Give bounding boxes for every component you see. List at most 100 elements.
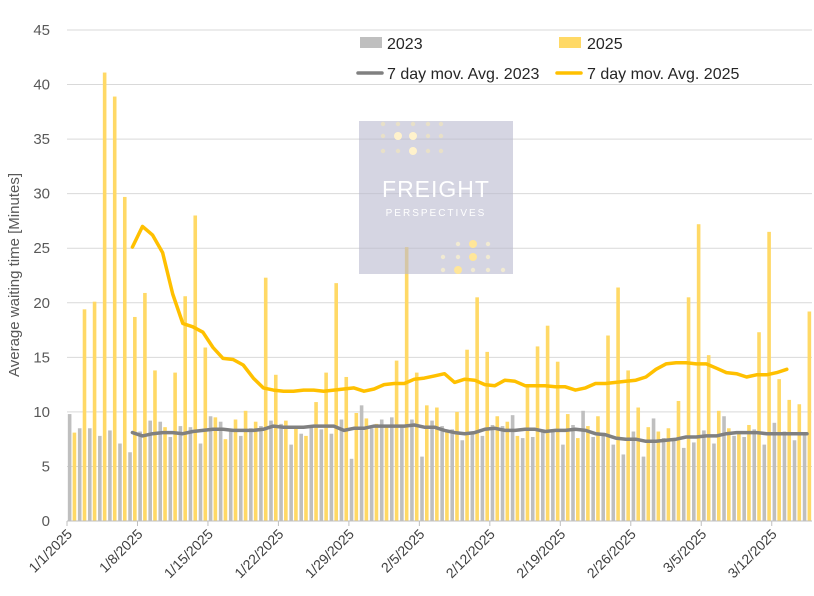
bar-2025: [706, 355, 711, 521]
bar-2023: [601, 432, 606, 521]
watermark-dot: [469, 240, 477, 248]
bar-2023: [641, 456, 646, 521]
watermark-dot: [425, 148, 431, 154]
bar-2023: [208, 416, 213, 521]
bar-2025: [133, 316, 137, 521]
bar-2023: [520, 438, 525, 521]
bar-2025: [82, 309, 87, 521]
bar-2023: [802, 433, 807, 521]
bar-2025: [344, 376, 349, 521]
bar-2023: [631, 431, 636, 521]
bar-2025: [737, 433, 741, 521]
bar-2025: [324, 372, 328, 521]
watermark-dot: [500, 267, 506, 273]
bar-2025: [435, 407, 439, 521]
x-tick-label: 1/29/2025: [302, 526, 358, 582]
bar-2023: [692, 442, 696, 521]
legend-label-2025: 2025: [587, 36, 623, 53]
watermark-subtitle: PERSPECTIVES: [386, 208, 487, 219]
legend-swatch-2025: [559, 37, 581, 48]
y-tick-label: 5: [42, 458, 50, 475]
bar-2023: [732, 435, 736, 521]
bar-2023: [571, 424, 575, 521]
y-tick-label: 45: [33, 22, 50, 39]
bar-2023: [762, 444, 767, 521]
bar-2023: [500, 426, 505, 521]
bar-2023: [168, 436, 173, 521]
watermark-dot: [395, 121, 401, 127]
series-2023-bars: [67, 405, 807, 521]
bar-2025: [354, 412, 359, 521]
bar-2023: [541, 429, 545, 521]
bar-2025: [153, 370, 157, 521]
bar-2025: [213, 417, 218, 521]
bar-2023: [349, 458, 354, 521]
bar-2023: [299, 433, 303, 521]
line-ma-2025: [130, 224, 789, 393]
y-tick-label: 30: [33, 186, 50, 203]
moving-average-lines: [130, 224, 809, 444]
x-tick-label: 2/19/2025: [513, 526, 569, 582]
bar-2025: [72, 432, 77, 521]
bar-2025: [686, 297, 691, 521]
bar-2023: [792, 440, 797, 521]
bar-2025: [787, 399, 792, 521]
bar-2025: [314, 402, 318, 521]
bar-2025: [696, 224, 701, 521]
bar-2025: [455, 411, 459, 521]
bar-2023: [530, 436, 535, 521]
watermark-dot: [409, 147, 417, 155]
bar-2023: [269, 420, 273, 521]
watermark-title: FREIGHT: [382, 176, 490, 202]
watermark-dot: [485, 254, 491, 260]
bar-2025: [505, 421, 510, 521]
bar-2023: [87, 428, 92, 521]
bar-2023: [319, 429, 324, 521]
watermark-dot: [485, 241, 491, 247]
y-tick-label: 10: [33, 404, 50, 421]
bar-2025: [424, 405, 429, 521]
bar-2025: [445, 431, 449, 521]
bar-2025: [253, 421, 258, 521]
bar-2023: [581, 410, 585, 521]
watermark-dot: [425, 121, 431, 127]
watermark-dot: [440, 267, 446, 273]
bar-2023: [138, 431, 142, 521]
bar-2023: [671, 439, 676, 521]
line-ma-2023: [130, 423, 809, 444]
bar-2025: [777, 379, 781, 521]
bar-2025: [555, 361, 560, 521]
bar-2023: [480, 435, 485, 521]
bar-2023: [218, 421, 223, 521]
y-tick-label: 0: [42, 513, 50, 530]
bar-2025: [173, 372, 177, 521]
bar-2025: [243, 410, 248, 521]
watermark-dot: [485, 267, 491, 273]
bar-2023: [67, 414, 72, 521]
bar-2023: [369, 428, 374, 521]
bar-2023: [329, 433, 334, 521]
bar-2023: [702, 430, 706, 521]
bar-2023: [400, 427, 404, 521]
bar-2023: [238, 435, 243, 521]
bar-2023: [712, 443, 716, 521]
bar-2025: [465, 349, 469, 521]
bar-2025: [233, 419, 238, 521]
bar-2025: [596, 416, 600, 521]
bar-2023: [591, 436, 595, 521]
watermark-dot: [394, 132, 402, 140]
bar-2023: [430, 420, 434, 521]
bar-2023: [742, 436, 746, 521]
watermark: FREIGHT PERSPECTIVES: [359, 121, 513, 274]
bar-2023: [681, 447, 686, 521]
bar-2025: [515, 435, 520, 521]
bar-2023: [359, 405, 364, 521]
bar-2025: [112, 96, 117, 522]
bar-2025: [636, 407, 641, 521]
bar-2023: [249, 428, 253, 521]
bar-2025: [656, 431, 661, 521]
watermark-dot: [454, 266, 462, 274]
bar-2023: [450, 429, 455, 521]
legend-label-2023: 2023: [387, 36, 423, 53]
bar-2025: [304, 435, 308, 521]
